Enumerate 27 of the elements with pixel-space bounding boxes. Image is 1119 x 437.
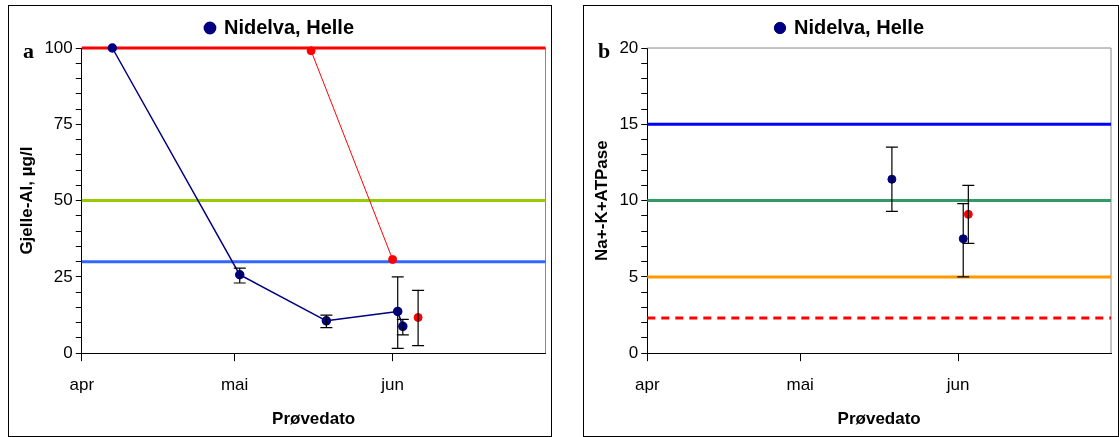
x-tick-label: jun: [945, 375, 970, 395]
y-tick-label: 15: [619, 113, 639, 133]
text: a: [23, 37, 34, 63]
x-tick-label: apr: [635, 375, 660, 395]
y-tick-label: 20: [619, 37, 639, 57]
x-tick-label: jun: [380, 375, 404, 395]
x-tick-label: apr: [69, 375, 95, 395]
y-tick-label: 0: [628, 342, 639, 362]
y-tick-label: 10: [619, 190, 639, 210]
y-tick-label: 75: [53, 113, 73, 133]
point: [306, 46, 316, 56]
y-tick-label: 5: [628, 266, 639, 286]
x-tick-label: mai: [220, 375, 249, 395]
y-tick-label: 100: [44, 37, 73, 57]
x-tick-label: mai: [786, 375, 814, 395]
y-axis-title: Na+-K+ATPase: [591, 140, 611, 261]
point: [107, 43, 118, 53]
text: b: [598, 37, 611, 63]
y-tick-label: 0: [63, 342, 73, 362]
legend-label: Nidelva, Helle: [223, 15, 355, 38]
legend-label: Nidelva, Helle: [793, 15, 925, 38]
y-tick-label: 50: [53, 190, 73, 210]
x-axis-title: Prøvedato: [837, 409, 921, 429]
point: [388, 255, 398, 264]
x-axis-title: Prøvedato: [272, 409, 356, 429]
y-tick-label: 25: [53, 266, 73, 286]
y-axis-title: Gjelle-Al, µg/l: [16, 146, 36, 255]
